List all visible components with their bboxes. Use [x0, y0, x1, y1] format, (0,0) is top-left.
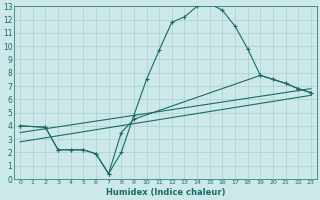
X-axis label: Humidex (Indice chaleur): Humidex (Indice chaleur) [106, 188, 225, 197]
